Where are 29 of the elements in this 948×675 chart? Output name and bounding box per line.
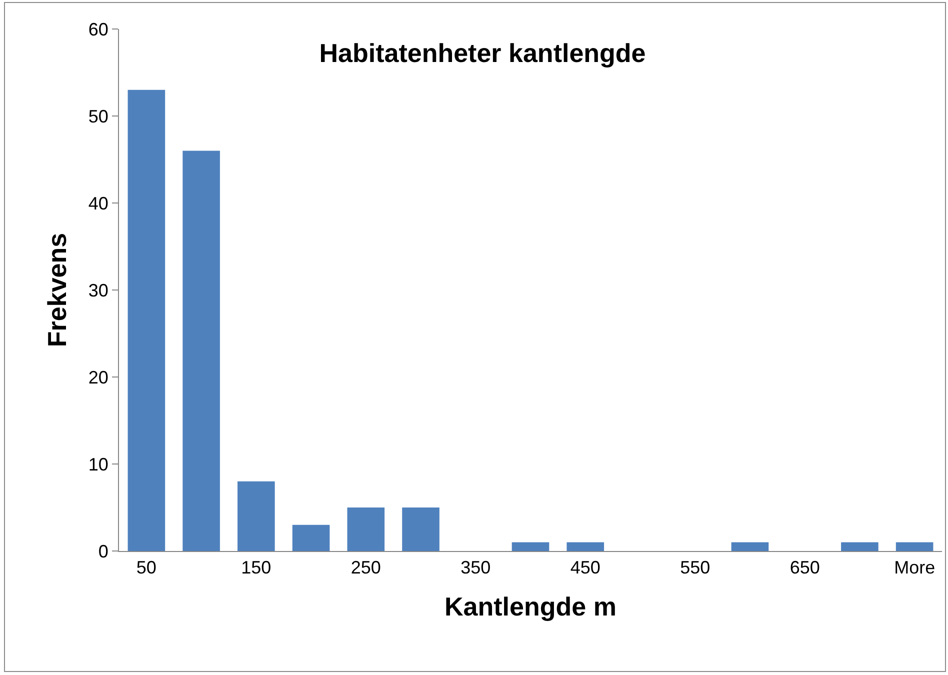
bar <box>402 508 440 551</box>
bar <box>566 542 604 551</box>
bar <box>292 524 330 551</box>
y-tick-label: 10 <box>88 454 108 474</box>
bar <box>731 542 769 551</box>
x-tick-label: 350 <box>460 558 491 578</box>
bar <box>128 90 166 551</box>
x-tick-label: 250 <box>350 558 381 578</box>
x-tick-label: 150 <box>241 558 272 578</box>
y-tick-label: 30 <box>88 280 108 300</box>
x-tick-label: More <box>894 558 936 578</box>
y-tick-label: 20 <box>88 367 108 388</box>
y-tick-label: 40 <box>88 193 108 214</box>
bar <box>182 150 220 551</box>
x-tick-label: 550 <box>680 558 710 578</box>
x-tick-label: 450 <box>570 558 600 578</box>
x-axis-title: Kantlengde m <box>444 591 616 622</box>
bar <box>896 542 934 551</box>
y-axis-title: Frekvens <box>42 232 72 348</box>
bar <box>512 542 550 551</box>
y-tick-label: 60 <box>88 19 108 40</box>
bar <box>347 508 385 551</box>
bar <box>238 481 275 551</box>
chart-title: Habitatenheter kantlengde <box>319 38 646 68</box>
x-tick-label: 50 <box>136 558 156 578</box>
x-tick-label: 650 <box>790 558 820 578</box>
y-tick-label: 0 <box>98 541 108 562</box>
y-tick-label: 50 <box>88 106 108 126</box>
bar <box>841 542 878 551</box>
